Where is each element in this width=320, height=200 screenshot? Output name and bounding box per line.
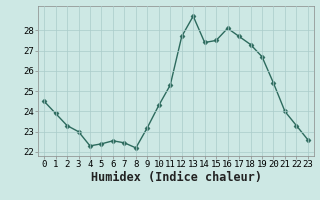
X-axis label: Humidex (Indice chaleur): Humidex (Indice chaleur)	[91, 171, 261, 184]
